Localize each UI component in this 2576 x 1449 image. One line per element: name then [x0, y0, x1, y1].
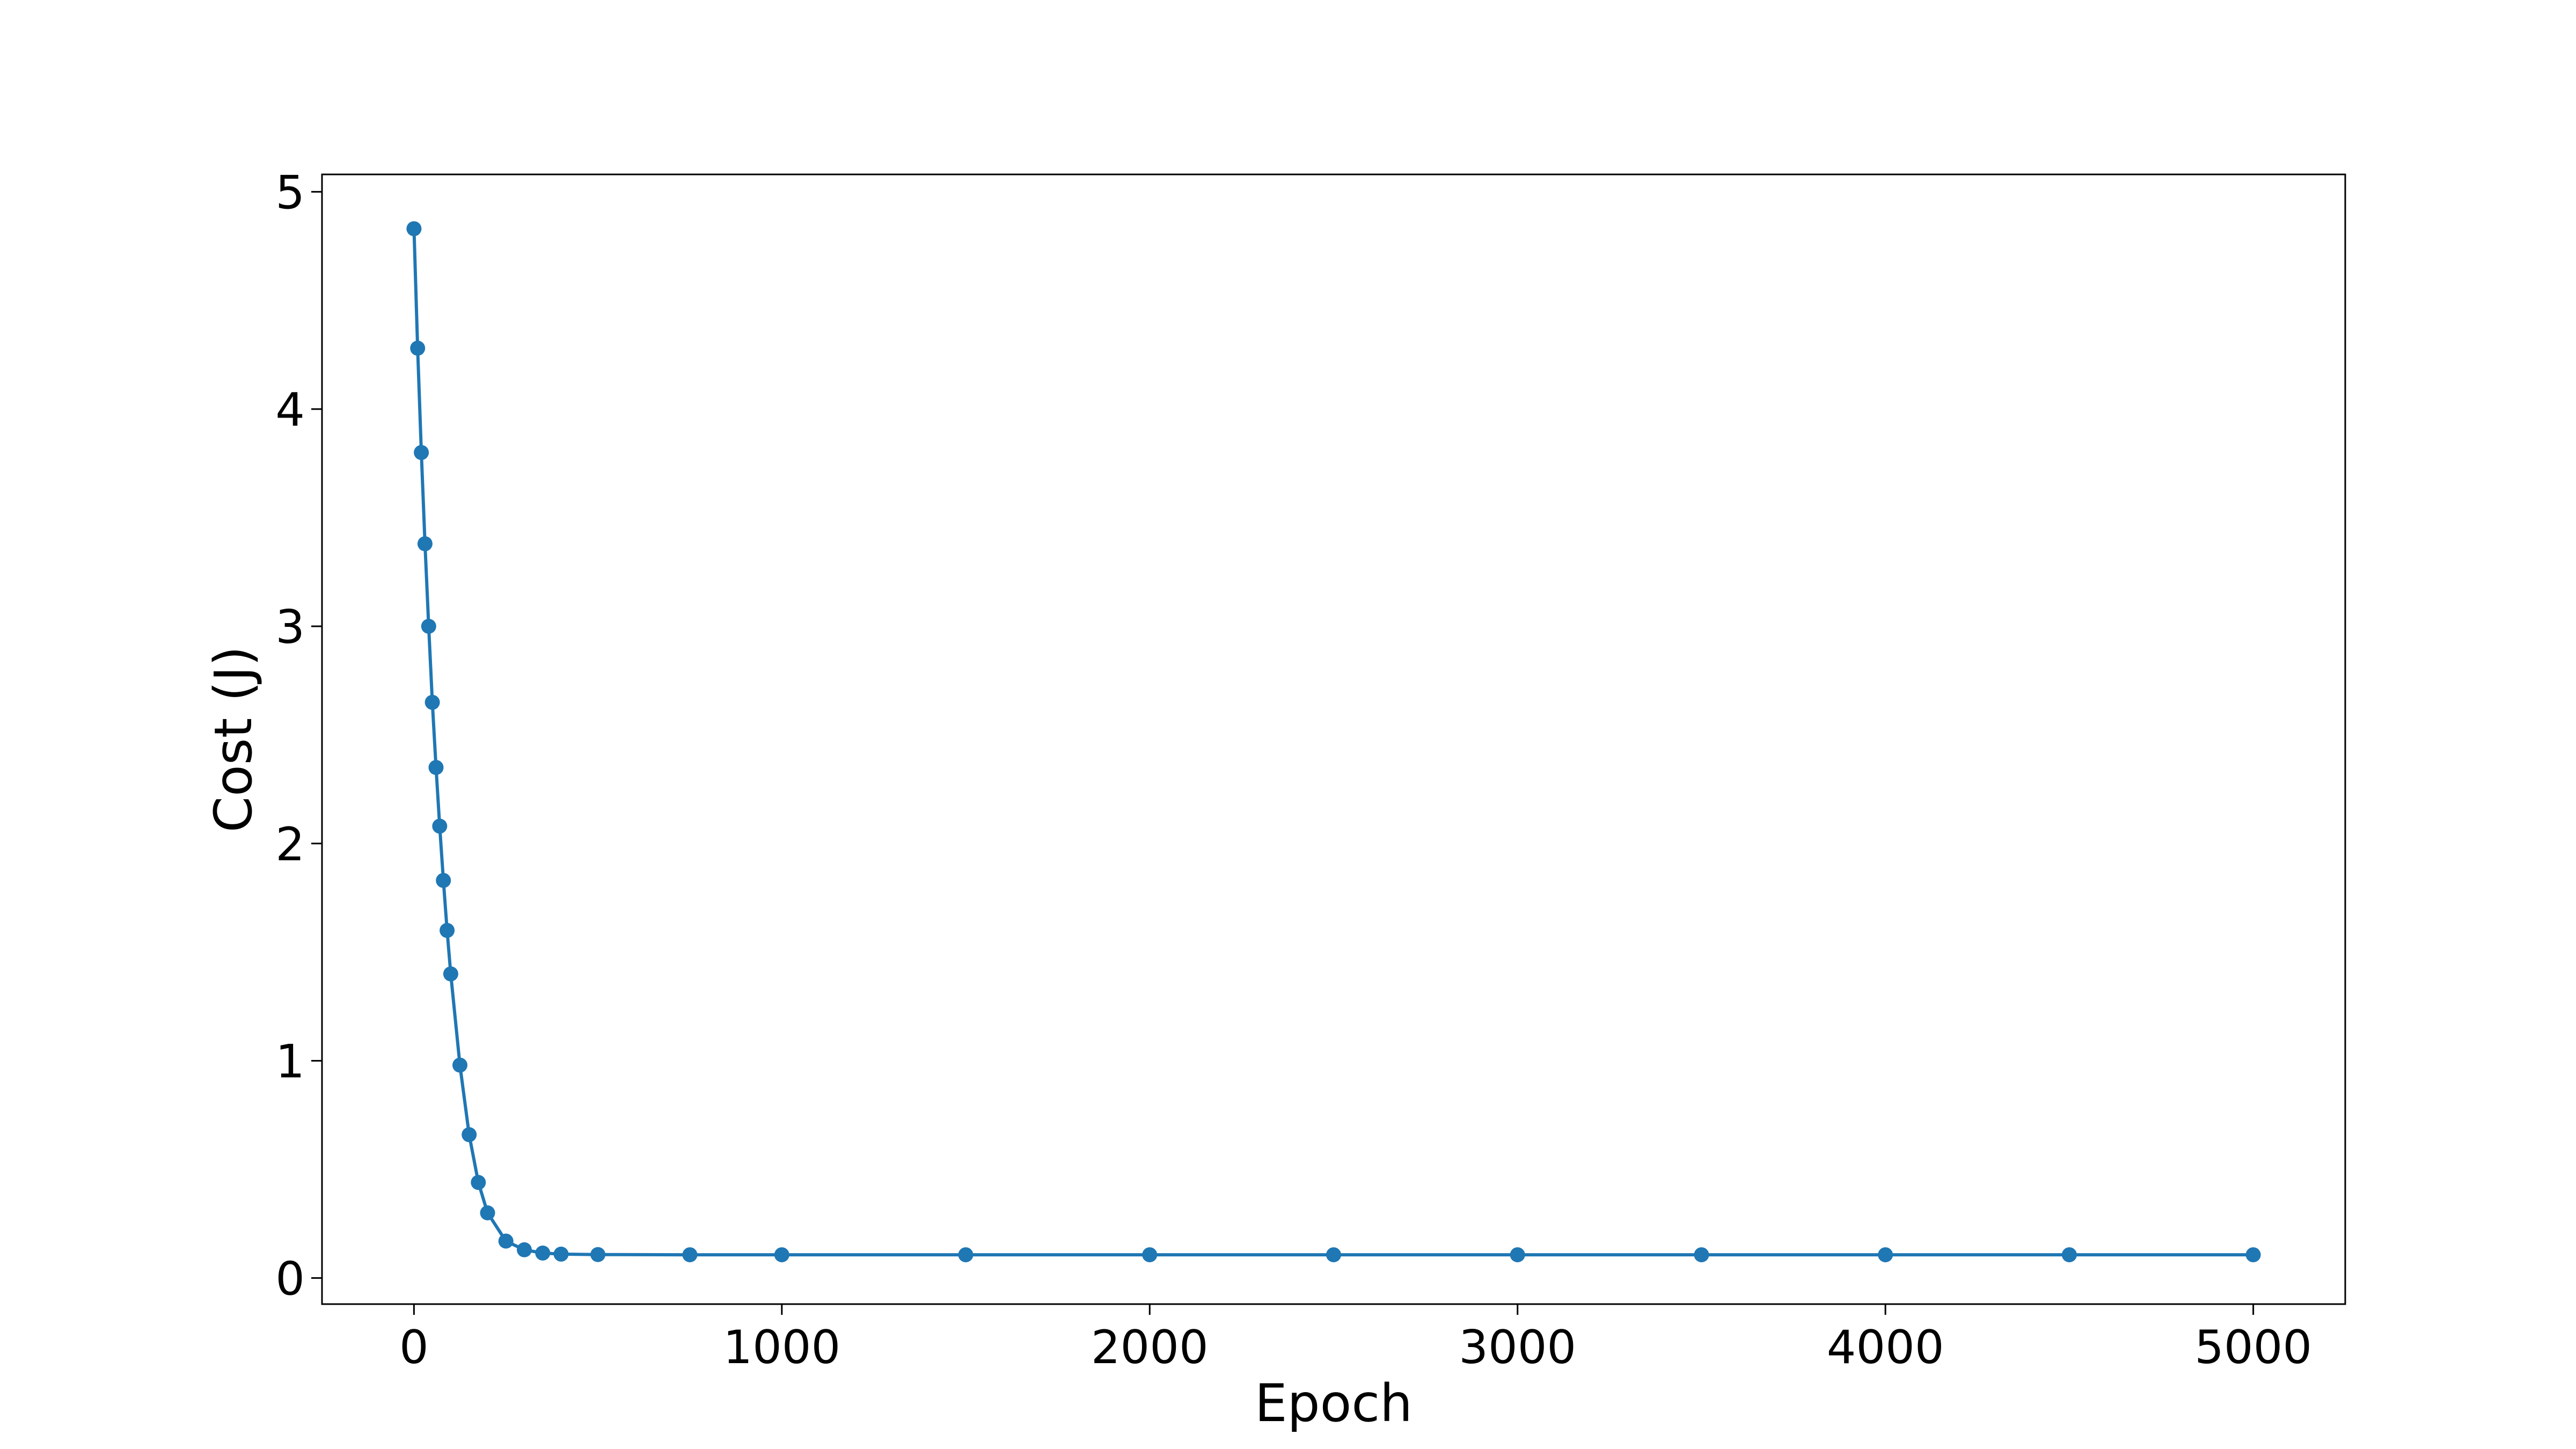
- x-axis-ticks: 0 1000 2000 3000 4000 5000: [399, 1304, 2312, 1374]
- data-point: [414, 445, 429, 460]
- data-point: [682, 1247, 698, 1263]
- x-axis-label: Epoch: [1255, 1373, 1413, 1433]
- data-point: [958, 1247, 974, 1263]
- x-tick-label: 0: [399, 1321, 429, 1374]
- y-tick-label: 2: [275, 818, 305, 872]
- data-point: [517, 1242, 532, 1257]
- data-point: [480, 1205, 495, 1220]
- data-point: [406, 221, 422, 237]
- data-point: [1510, 1247, 1525, 1263]
- data-point: [436, 873, 451, 888]
- y-tick-label: 5: [275, 166, 305, 219]
- data-point: [432, 818, 448, 834]
- x-tick-label: 2000: [1091, 1321, 1209, 1374]
- data-point: [471, 1175, 486, 1190]
- data-point: [535, 1245, 551, 1261]
- plot-frame: [321, 173, 2346, 1305]
- data-point: [417, 536, 433, 552]
- data-point: [421, 619, 436, 634]
- y-axis-label: Cost (J): [203, 646, 264, 832]
- x-tick-label: 5000: [2194, 1321, 2312, 1374]
- data-point: [1694, 1247, 1709, 1263]
- x-tick-label: 4000: [1827, 1321, 1944, 1374]
- x-tick-label: 1000: [723, 1321, 840, 1374]
- series-line: [412, 229, 2253, 1257]
- data-point: [553, 1246, 569, 1262]
- data-point: [774, 1247, 789, 1263]
- data-point: [428, 760, 444, 775]
- data-point: [443, 966, 458, 982]
- y-tick-label: 3: [275, 601, 305, 654]
- y-tick-label: 1: [275, 1035, 305, 1089]
- data-point: [440, 923, 455, 938]
- data-point: [1878, 1247, 1893, 1263]
- data-point: [452, 1057, 467, 1073]
- x-tick-label: 3000: [1459, 1321, 1576, 1374]
- data-point: [498, 1233, 514, 1249]
- y-tick-label: 4: [275, 383, 305, 437]
- data-point: [2061, 1247, 2077, 1263]
- data-point: [462, 1127, 477, 1143]
- data-point: [1142, 1247, 1158, 1263]
- data-point: [410, 340, 426, 356]
- y-tick-label: 0: [275, 1252, 305, 1306]
- data-point: [1326, 1247, 1341, 1263]
- data-point: [590, 1247, 606, 1262]
- data-point: [425, 694, 440, 710]
- y-axis-ticks: 0 1 2 3 4 5: [275, 166, 322, 1306]
- data-point: [2245, 1247, 2261, 1263]
- series-layer: [406, 221, 2261, 1263]
